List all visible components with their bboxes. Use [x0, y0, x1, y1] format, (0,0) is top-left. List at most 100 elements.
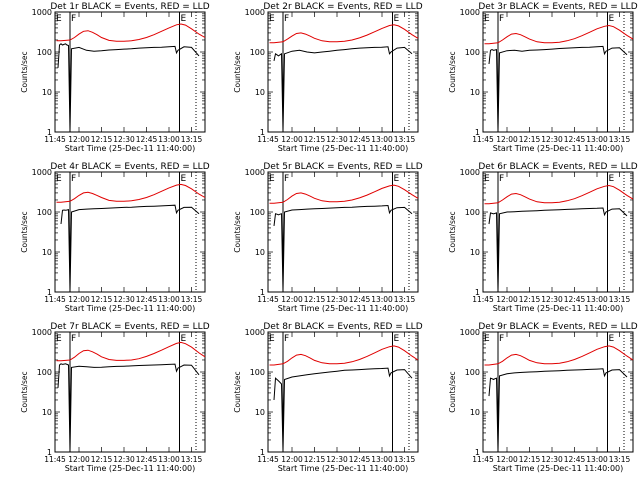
x-tick-label: 12:00 — [496, 135, 518, 144]
marker-label: E — [56, 174, 62, 184]
y-tick-label: 1 — [475, 128, 480, 137]
x-tick-label: 13:15 — [181, 135, 203, 144]
y-tick-label: 1000 — [32, 328, 52, 337]
x-tick-label: 12:15 — [519, 295, 541, 304]
events-series-line — [488, 207, 628, 293]
marker-label: F — [499, 14, 504, 24]
y-tick-label: 10 — [255, 408, 265, 417]
y-tick-label: 100 — [465, 368, 480, 377]
marker-label: E — [394, 14, 400, 24]
y-tick-label: 1 — [47, 448, 52, 457]
y-tick-label: 10 — [255, 248, 265, 257]
x-tick-label: 12:30 — [541, 135, 563, 144]
x-tick-label: 12:00 — [68, 295, 90, 304]
x-axis-label: Start Time (25-Dec-11 11:40:00) — [65, 464, 196, 473]
lld-series-line — [484, 184, 634, 205]
lld-series-line — [56, 183, 206, 203]
y-tick-label: 10 — [470, 408, 480, 417]
x-tick-label: 12:45 — [349, 455, 371, 464]
x-tick-label: 12:00 — [68, 455, 90, 464]
plot-frame — [54, 331, 206, 453]
panel-title: Det 9r BLACK = Events, RED = LLD — [478, 322, 637, 332]
y-tick-label: 1 — [475, 288, 480, 297]
x-tick-label: 13:00 — [586, 295, 608, 304]
x-tick-label: 12:30 — [326, 455, 348, 464]
x-tick-label: 13:15 — [181, 455, 203, 464]
x-tick-label: 12:30 — [113, 135, 135, 144]
panel-title: Det 5r BLACK = Events, RED = LLD — [263, 162, 422, 172]
detector-panel-9: Det 9r BLACK = Events, RED = LLD 1 10 100 10… — [448, 322, 638, 473]
marker-label: E — [484, 14, 490, 24]
x-tick-label: 11:45 — [257, 135, 279, 144]
detector-panel-7: Det 7r BLACK = Events, RED = LLD 1 10 100 10… — [20, 322, 210, 473]
x-tick-label: 11:45 — [44, 455, 66, 464]
marker-label: E — [394, 334, 400, 344]
y-axis-label: Counts/sec — [233, 51, 242, 92]
x-tick-label: 12:15 — [304, 295, 326, 304]
marker-label: E — [269, 14, 275, 24]
y-axis-label: Counts/sec — [20, 371, 29, 412]
x-tick-label: 13:15 — [609, 455, 631, 464]
x-tick-label: 13:15 — [394, 295, 416, 304]
x-tick-label: 11:45 — [472, 455, 494, 464]
x-axis-label: Start Time (25-Dec-11 11:40:00) — [65, 144, 196, 153]
lld-series-line — [56, 23, 206, 42]
y-tick-label: 1 — [260, 128, 265, 137]
x-tick-label: 11:45 — [257, 455, 279, 464]
panel-title: Det 2r BLACK = Events, RED = LLD — [263, 2, 422, 12]
y-tick-label: 10 — [470, 88, 480, 97]
x-tick-label: 12:30 — [326, 295, 348, 304]
detector-panel-3: Det 3r BLACK = Events, RED = LLD 1 10 100 10… — [448, 2, 638, 153]
x-tick-label: 11:45 — [44, 295, 66, 304]
marker-label: E — [609, 14, 615, 24]
x-tick-label: 12:00 — [281, 135, 303, 144]
y-tick-label: 100 — [37, 368, 52, 377]
y-axis-label: Counts/sec — [448, 51, 457, 92]
plot-frame — [482, 331, 634, 453]
detector-panel-6: Det 6r BLACK = Events, RED = LLD 1 10 100 10… — [448, 162, 638, 313]
x-axis-label: Start Time (25-Dec-11 11:40:00) — [278, 304, 409, 313]
x-tick-label: 13:00 — [158, 455, 180, 464]
y-tick-label: 100 — [37, 208, 52, 217]
detector-panel-5: Det 5r BLACK = Events, RED = LLD 1 10 100 10… — [233, 162, 423, 313]
y-axis-label: Counts/sec — [448, 211, 457, 252]
detector-panel-1: Det 1r BLACK = Events, RED = LLD 1 10 100 10… — [20, 2, 210, 153]
y-tick-label: 10 — [42, 408, 52, 417]
x-tick-label: 11:45 — [44, 135, 66, 144]
x-tick-label: 12:45 — [349, 135, 371, 144]
y-tick-label: 1000 — [460, 168, 480, 177]
x-tick-label: 13:00 — [586, 135, 608, 144]
events-series-line — [273, 367, 413, 453]
marker-label: E — [484, 174, 490, 184]
y-tick-label: 1 — [47, 128, 52, 137]
marker-label: E — [181, 334, 187, 344]
x-tick-label: 11:45 — [257, 295, 279, 304]
x-tick-label: 13:15 — [609, 295, 631, 304]
x-tick-label: 12:15 — [519, 135, 541, 144]
marker-label: E — [269, 174, 275, 184]
x-axis-label: Start Time (25-Dec-11 11:40:00) — [493, 144, 624, 153]
marker-label: E — [484, 334, 490, 344]
y-axis-label: Counts/sec — [20, 211, 29, 252]
marker-label: E — [56, 14, 62, 24]
plot-frame — [54, 171, 206, 293]
x-tick-label: 12:15 — [519, 455, 541, 464]
x-tick-label: 13:15 — [181, 295, 203, 304]
marker-label: F — [71, 14, 76, 24]
y-tick-label: 100 — [250, 48, 265, 57]
x-tick-label: 13:00 — [371, 295, 393, 304]
x-tick-label: 12:15 — [91, 455, 113, 464]
y-tick-label: 1000 — [32, 168, 52, 177]
y-tick-label: 10 — [42, 248, 52, 257]
panel-title: Det 3r BLACK = Events, RED = LLD — [478, 2, 637, 12]
x-tick-label: 13:15 — [394, 455, 416, 464]
y-tick-label: 1 — [260, 448, 265, 457]
marker-label: E — [394, 174, 400, 184]
x-tick-label: 12:00 — [68, 135, 90, 144]
y-tick-label: 100 — [250, 368, 265, 377]
x-tick-label: 12:45 — [136, 455, 158, 464]
y-tick-label: 1 — [47, 288, 52, 297]
x-tick-label: 12:30 — [113, 455, 135, 464]
x-tick-label: 13:00 — [371, 455, 393, 464]
